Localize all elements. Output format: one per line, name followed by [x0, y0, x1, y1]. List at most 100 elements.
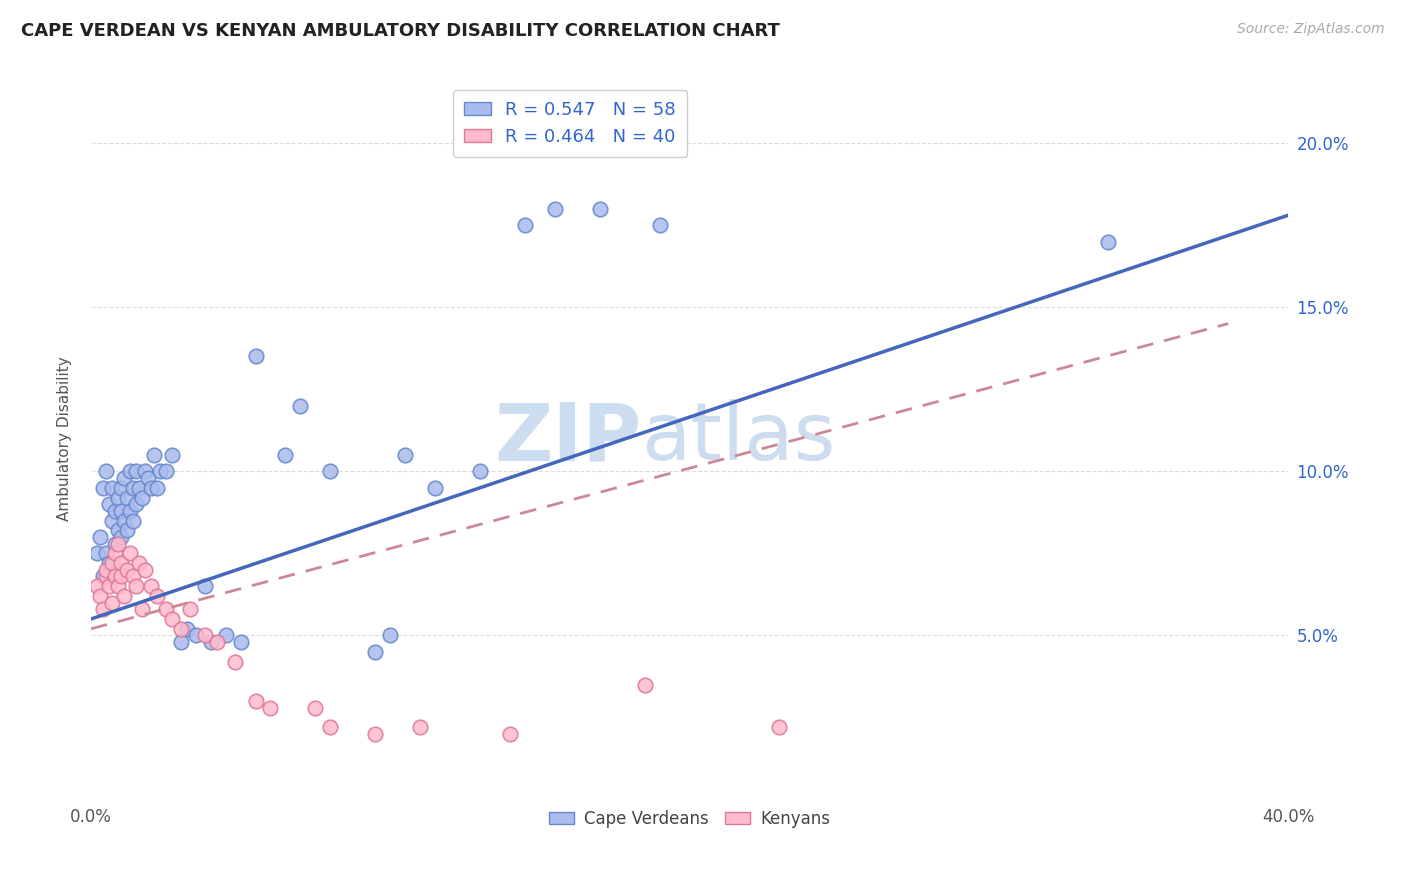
Point: [128, 481, 150, 495]
Point: [423, 481, 446, 495]
Point: [110, 504, 132, 518]
Point: [134, 563, 156, 577]
Point: [259, 700, 281, 714]
Point: [200, 635, 222, 649]
Point: [364, 645, 387, 659]
Point: [94, 563, 117, 577]
Point: [91, 481, 114, 495]
Point: [97, 497, 120, 511]
Point: [142, 448, 165, 462]
Point: [115, 491, 138, 505]
Point: [229, 635, 252, 649]
Point: [107, 536, 129, 550]
Y-axis label: Ambulatory Disability: Ambulatory Disability: [58, 356, 72, 521]
Point: [91, 569, 114, 583]
Point: [121, 569, 143, 583]
Point: [589, 202, 612, 216]
Point: [194, 579, 217, 593]
Point: [184, 628, 207, 642]
Point: [160, 612, 183, 626]
Point: [118, 464, 141, 478]
Point: [290, 399, 312, 413]
Point: [112, 589, 135, 603]
Point: [110, 530, 132, 544]
Point: [304, 700, 326, 714]
Point: [409, 720, 432, 734]
Point: [131, 602, 153, 616]
Point: [101, 596, 124, 610]
Point: [101, 556, 124, 570]
Point: [139, 481, 162, 495]
Point: [125, 464, 148, 478]
Point: [194, 628, 217, 642]
Point: [136, 471, 159, 485]
Text: ZIP: ZIP: [495, 400, 641, 477]
Point: [380, 628, 402, 642]
Point: [97, 579, 120, 593]
Point: [118, 504, 141, 518]
Point: [145, 589, 167, 603]
Point: [1097, 235, 1119, 249]
Point: [145, 481, 167, 495]
Point: [115, 524, 138, 538]
Point: [104, 536, 127, 550]
Point: [104, 504, 127, 518]
Point: [125, 579, 148, 593]
Point: [97, 556, 120, 570]
Point: [513, 218, 536, 232]
Point: [89, 530, 111, 544]
Text: Source: ZipAtlas.com: Source: ZipAtlas.com: [1237, 22, 1385, 37]
Point: [170, 635, 193, 649]
Point: [274, 448, 297, 462]
Point: [104, 546, 127, 560]
Point: [121, 514, 143, 528]
Point: [112, 471, 135, 485]
Point: [134, 464, 156, 478]
Point: [110, 556, 132, 570]
Point: [91, 602, 114, 616]
Point: [125, 497, 148, 511]
Point: [115, 563, 138, 577]
Point: [170, 622, 193, 636]
Point: [110, 569, 132, 583]
Point: [179, 602, 201, 616]
Text: atlas: atlas: [641, 400, 837, 477]
Point: [648, 218, 671, 232]
Point: [633, 678, 655, 692]
Point: [160, 448, 183, 462]
Point: [131, 491, 153, 505]
Point: [107, 579, 129, 593]
Point: [245, 694, 267, 708]
Point: [155, 602, 177, 616]
Point: [118, 546, 141, 560]
Legend: Cape Verdeans, Kenyans: Cape Verdeans, Kenyans: [543, 803, 837, 835]
Point: [364, 727, 387, 741]
Point: [468, 464, 491, 478]
Point: [107, 524, 129, 538]
Point: [112, 514, 135, 528]
Point: [544, 202, 567, 216]
Point: [155, 464, 177, 478]
Point: [94, 464, 117, 478]
Point: [101, 514, 124, 528]
Point: [768, 720, 790, 734]
Text: CAPE VERDEAN VS KENYAN AMBULATORY DISABILITY CORRELATION CHART: CAPE VERDEAN VS KENYAN AMBULATORY DISABI…: [21, 22, 780, 40]
Point: [86, 579, 108, 593]
Point: [101, 481, 124, 495]
Point: [319, 720, 342, 734]
Point: [128, 556, 150, 570]
Point: [104, 569, 127, 583]
Point: [121, 481, 143, 495]
Point: [319, 464, 342, 478]
Point: [205, 635, 228, 649]
Point: [214, 628, 236, 642]
Point: [224, 655, 246, 669]
Point: [149, 464, 172, 478]
Point: [110, 481, 132, 495]
Point: [86, 546, 108, 560]
Point: [394, 448, 416, 462]
Point: [89, 589, 111, 603]
Point: [245, 350, 267, 364]
Point: [139, 579, 162, 593]
Point: [107, 491, 129, 505]
